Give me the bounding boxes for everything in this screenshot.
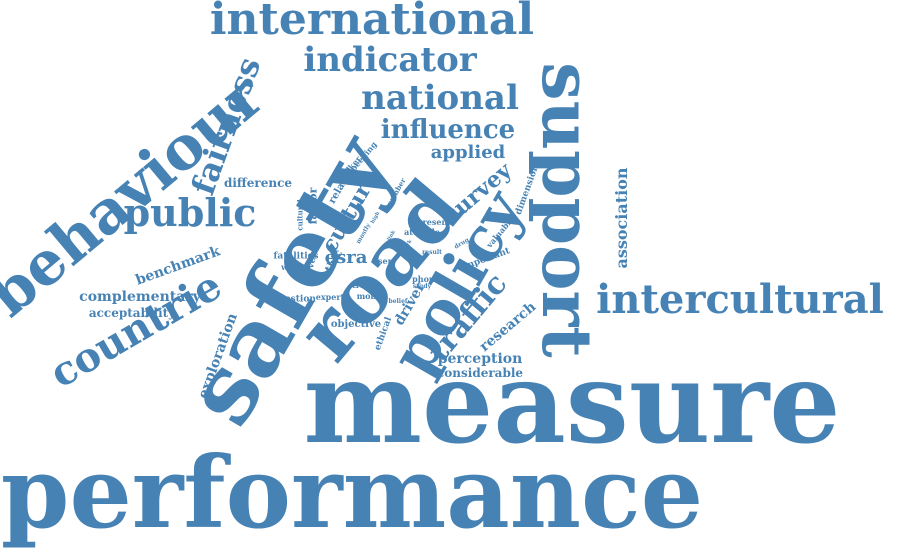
word-study: study — [412, 283, 432, 290]
word-mobile: mobile — [356, 291, 388, 301]
word-support: support — [526, 62, 606, 358]
word-measure: measure — [303, 338, 841, 469]
word-considerable: considerable — [436, 366, 524, 380]
word-belief: belief — [388, 298, 408, 305]
word-intercultural: intercultural — [596, 276, 884, 323]
word-cultural: cultural — [295, 199, 305, 231]
word-esra: esra — [324, 247, 368, 268]
word-wealth: wealth — [281, 262, 311, 272]
word-association: association — [612, 167, 631, 269]
word-acceptability: acceptability — [88, 306, 176, 320]
word-objective: objective — [330, 319, 382, 330]
word-attitude: attitude — [404, 227, 440, 237]
word-applied: applied — [430, 142, 506, 163]
word-user: user — [372, 256, 392, 266]
word-performance: performance — [0, 436, 704, 549]
word-phone: phone — [412, 274, 440, 284]
word-question: question — [272, 294, 316, 305]
word-difference: difference — [223, 176, 293, 190]
word-present: present — [416, 217, 452, 227]
word-indicator: indicator — [303, 40, 477, 80]
word-influence: influence — [380, 115, 516, 145]
word-international: international — [209, 0, 535, 45]
word-factor: factor — [306, 187, 320, 225]
word-fatalities: fatalities — [273, 251, 319, 262]
word-public: public — [123, 190, 257, 235]
word-complementary: complementary — [79, 289, 201, 305]
word-expert: expert — [315, 292, 345, 302]
word-perception: perception — [437, 351, 523, 367]
word-national: national — [361, 78, 519, 118]
word-result: result — [422, 249, 442, 256]
word-trade: trade — [352, 280, 376, 290]
